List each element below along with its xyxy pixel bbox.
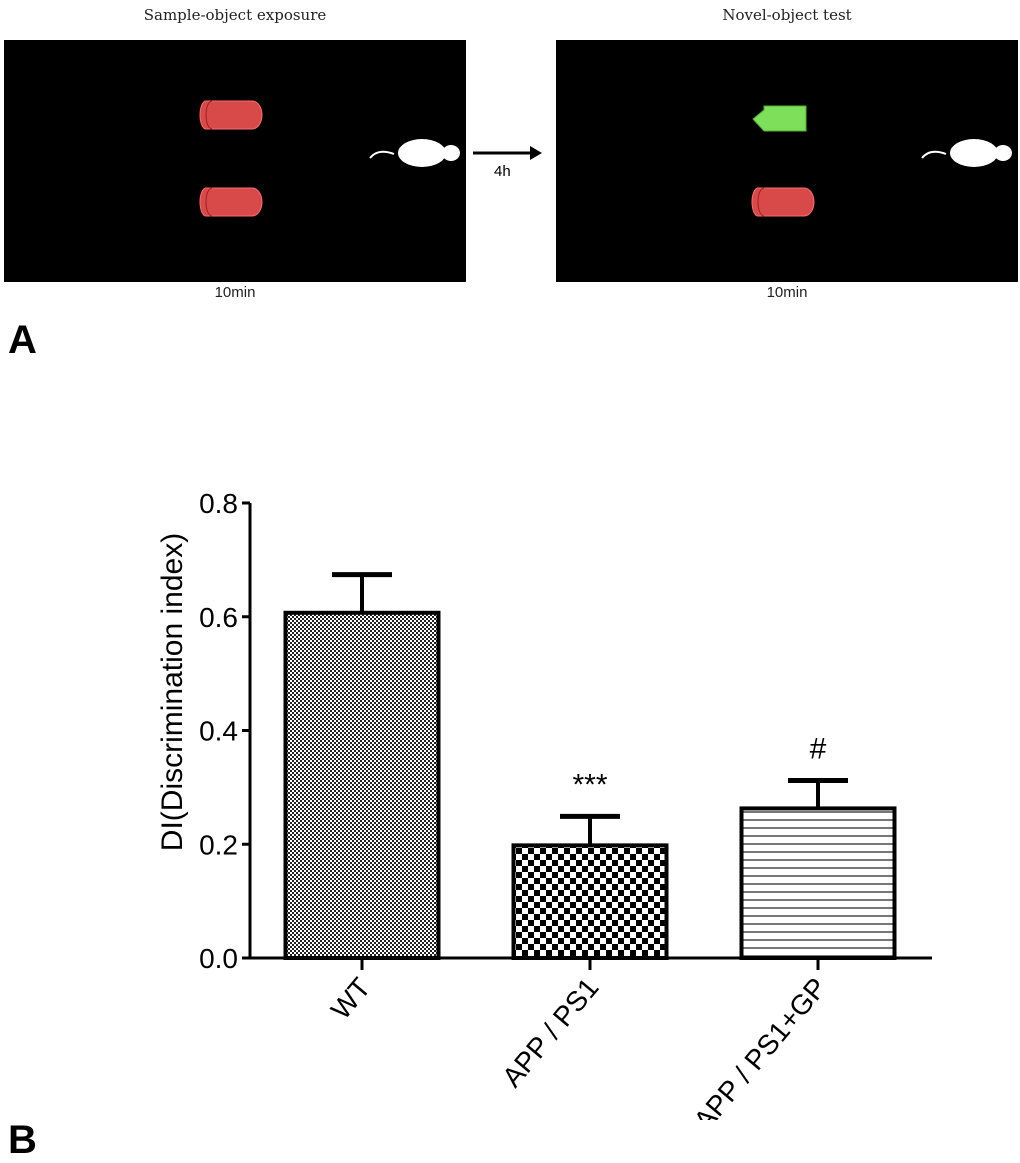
bar [511,843,669,961]
bar [283,610,441,961]
panel-a-label: A [8,318,37,362]
y-tick-label: 0.0 [199,943,238,974]
y-tick-label: 0.2 [199,829,238,860]
test-arena-drawing [751,105,1012,217]
x-tick-label: APP / PS1 [496,972,604,1093]
sample-exposure-title: Sample-object exposure [143,6,327,24]
y-axis-label: DI(Discrimination index) [156,533,189,851]
x-tick-label: WT [325,972,377,1025]
y-tick-label: 0.6 [199,602,238,633]
interval-label: 4h [494,163,511,180]
bar-chart: DI(Discrimination index) 0.0 0.2 0.4 0.6 0.8… [156,488,932,1120]
x-tick-label: APP / PS1+GP [688,972,833,1120]
significance-marker: # [810,733,827,766]
panel-b-label: B [8,1118,37,1162]
familiar-object-icon [751,187,815,217]
y-tick-label: 0.8 [199,488,238,519]
sample-arena [4,40,466,282]
novel-test-title: Novel-object test [722,6,852,24]
sample-arena-drawing [199,100,460,217]
significance-marker: *** [572,768,607,801]
arrow-icon [473,146,542,160]
test-arena [556,40,1018,282]
mouse-icon [369,139,460,167]
novel-object-icon [752,105,807,132]
bar [739,806,897,961]
y-tick-label: 0.4 [199,716,238,747]
mouse-icon [921,139,1012,167]
test-duration: 10min [766,284,808,301]
sample-duration: 10min [214,284,256,301]
familiar-object-icon [199,100,263,130]
familiar-object-icon [199,187,263,217]
